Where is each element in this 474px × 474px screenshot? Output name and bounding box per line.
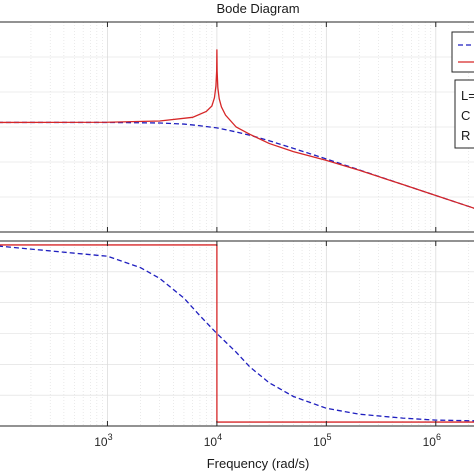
phase-grid (0, 241, 474, 426)
magnitude-axes-box (0, 21, 474, 233)
x-axis-label: Frequency (rad/s) (207, 456, 310, 471)
parameter-line-2: C (461, 108, 470, 123)
phase-axes-box (0, 240, 474, 427)
legend-box (451, 31, 474, 73)
parameter-line-3: R (461, 128, 470, 143)
legend: L= C R (451, 31, 474, 149)
parameter-line-1: L= (461, 88, 474, 103)
x-tick-label: 104 (204, 432, 222, 449)
magnitude-grid (0, 22, 474, 232)
tick-marks (106, 22, 437, 426)
magnitude-curve-solid (0, 49, 474, 209)
x-tick-label: 106 (423, 432, 441, 449)
x-tick-label: 103 (94, 432, 112, 449)
series-layer (0, 49, 474, 423)
parameter-text-box (454, 79, 474, 149)
chart-title: Bode Diagram (216, 1, 299, 16)
x-tick-label: 105 (313, 432, 331, 449)
x-tick-labels: 103 104 105 106 (94, 432, 441, 449)
phase-curve-dashed (0, 245, 474, 422)
